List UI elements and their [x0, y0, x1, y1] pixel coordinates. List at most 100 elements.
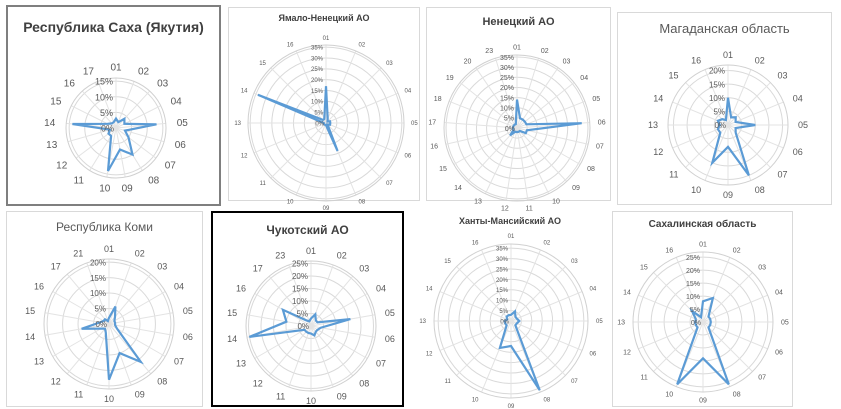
chart-title: Ханты-Мансийский АО — [458, 216, 562, 226]
ring-value-label: 15% — [95, 77, 113, 87]
chart-title: Ненецкий АО — [482, 16, 555, 28]
grid-spoke — [108, 291, 166, 325]
category-label: 19 — [446, 75, 454, 82]
radar-chart: 5% 10% 15% 20% 25% 0% 01 02 03 04 05 06 07 08 09 10 11 12… — [227, 246, 395, 406]
category-label: 16 — [665, 247, 673, 254]
ring-value-label: 20% — [686, 268, 700, 275]
grid-spoke — [295, 122, 327, 196]
category-label: 05 — [592, 96, 600, 103]
ring-value-label: 15% — [292, 285, 308, 294]
category-label: 06 — [793, 147, 803, 157]
ring-value-label: 35% — [311, 46, 324, 52]
radar-chart: 5% 10% 15% 20% 25% 30% 35% 0% 01 02 03 04 05 06 07 08 09… — [428, 45, 605, 213]
category-label: 06 — [385, 334, 395, 344]
category-label: 05 — [596, 319, 603, 325]
category-label: 14 — [241, 89, 248, 95]
outer-ring — [43, 258, 175, 390]
grid-spoke — [254, 325, 312, 359]
grid-spoke — [675, 257, 704, 323]
category-label: 16 — [287, 43, 294, 49]
category-label: 06 — [405, 154, 412, 160]
ring-zero-label: 0% — [500, 319, 509, 325]
category-label: 08 — [157, 377, 167, 387]
outer-ring — [632, 251, 774, 393]
grid-spoke — [325, 50, 357, 124]
category-label: 13 — [236, 359, 246, 369]
grid-spoke — [310, 293, 368, 327]
ring-zero-label: 0% — [101, 124, 114, 134]
ring-value-label: 30% — [311, 56, 324, 62]
grid-spoke — [702, 294, 768, 323]
category-label: 16 — [236, 284, 246, 294]
category-label: 02 — [138, 67, 150, 78]
grid-spoke — [108, 323, 152, 375]
category-label: 17 — [428, 119, 436, 126]
category-label: 01 — [508, 234, 515, 240]
category-label: 15 — [444, 259, 451, 265]
category-label: 04 — [590, 287, 597, 293]
grid-spoke — [444, 122, 518, 129]
grid-spoke — [108, 262, 132, 325]
category-label: 12 — [56, 160, 68, 171]
category-label: 03 — [157, 78, 169, 89]
category-label: 08 — [544, 398, 551, 404]
category-label: 17 — [51, 262, 61, 272]
category-label: 23 — [275, 251, 285, 261]
grid-spoke — [481, 320, 512, 393]
grid-spoke — [510, 266, 566, 322]
category-label: 03 — [359, 264, 369, 274]
radar-chart-panel: Магаданская область 5% 10% 15% 20% 0% 01 02 03 04… — [617, 12, 832, 205]
category-label: 15 — [227, 308, 237, 318]
category-label: 07 — [376, 359, 386, 369]
ring-zero-label: 0% — [714, 121, 726, 130]
grid-spoke — [481, 249, 512, 322]
category-label: 15 — [25, 306, 35, 316]
radar-chart-panel: Ямало-Ненецкий АО 5% 10% 15% 20% 25% 30% 35% 0% 0… — [228, 7, 420, 212]
grid-spoke — [495, 58, 518, 129]
category-label: 04 — [580, 75, 588, 82]
category-label: 13 — [474, 198, 482, 205]
category-label: 21 — [73, 249, 83, 259]
category-label: 08 — [755, 185, 765, 195]
grid-spoke — [456, 320, 512, 376]
category-label: 09 — [337, 392, 347, 402]
category-label: 07 — [778, 170, 788, 180]
category-label: 10 — [287, 200, 294, 206]
series-line — [72, 116, 157, 172]
grid-spoke — [325, 92, 399, 124]
grid-spoke — [638, 294, 704, 323]
grid-spoke — [270, 122, 327, 179]
grid-spoke — [510, 320, 583, 351]
category-label: 03 — [386, 61, 393, 67]
grid-spoke — [310, 325, 368, 359]
grid-spoke — [325, 67, 382, 124]
grid-spoke — [253, 122, 327, 154]
ring-value-label: 20% — [90, 258, 106, 267]
category-label: 03 — [157, 262, 167, 272]
category-label: 10 — [306, 396, 316, 406]
category-label: 04 — [174, 282, 184, 292]
category-label: 07 — [571, 379, 578, 385]
category-label: 01 — [110, 63, 122, 74]
grid-spoke — [66, 323, 110, 375]
series-line — [81, 305, 144, 381]
category-label: 15 — [439, 166, 447, 173]
chart-title: Магаданская область — [659, 21, 790, 36]
category-label: 16 — [472, 241, 479, 247]
radar-chart-panel: Республика Коми 5% 10% 15% 20% 0% 01 02 03 04 05 06… — [6, 211, 203, 407]
category-label: 15 — [259, 61, 266, 67]
grid-spoke — [453, 127, 518, 165]
grid-spoke — [702, 272, 753, 323]
category-label: 13 — [617, 320, 625, 327]
category-label: 07 — [386, 181, 393, 187]
grid-spoke — [44, 323, 110, 336]
grid-spoke — [66, 273, 110, 325]
grid-spoke — [516, 127, 568, 182]
category-label: 06 — [175, 140, 187, 151]
grid-spoke — [516, 67, 559, 129]
grid-spoke — [115, 122, 166, 129]
ring-value-label: 30% — [496, 257, 509, 263]
category-label: 13 — [34, 357, 44, 367]
outer-ring — [667, 64, 789, 186]
